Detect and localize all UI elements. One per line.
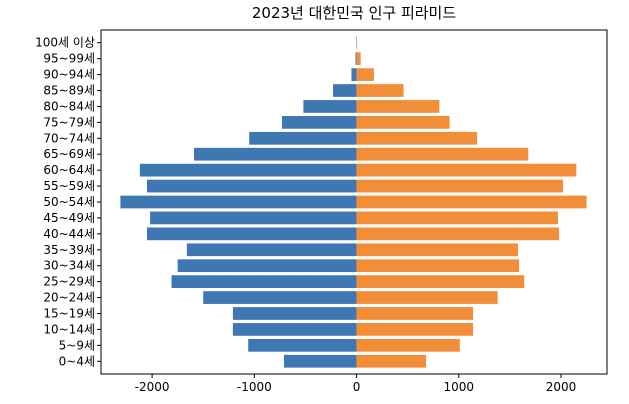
- bar-series-0-0: [283, 354, 357, 368]
- y-tick-label: 30~34세: [43, 259, 95, 273]
- bar-series-1-3: [356, 307, 474, 320]
- y-tick-label: 0~4세: [59, 354, 95, 368]
- y-tick-label: 20~24세: [43, 291, 95, 305]
- x-tick-label: 0: [353, 380, 361, 394]
- y-tick-label: 15~19세: [43, 306, 95, 320]
- bar-series-1-9: [356, 211, 558, 225]
- y-tick-label: 45~49세: [43, 211, 95, 225]
- x-tick-label: 2000: [546, 380, 577, 394]
- bar-series-1-4: [356, 291, 498, 304]
- bar-series-1-2: [356, 323, 474, 336]
- bar-series-1-0: [356, 354, 427, 368]
- y-tick-label: 95~99세: [43, 52, 95, 66]
- chart-title: 2023년 대한민국 인구 피라미드: [252, 4, 456, 22]
- y-tick-label: 35~39세: [43, 243, 95, 257]
- bar-series-1-15: [356, 116, 450, 129]
- bar-series-0-5: [171, 275, 357, 288]
- y-tick-label: 65~69세: [43, 147, 95, 161]
- y-tick-label: 100세 이상: [35, 36, 95, 50]
- y-tick-label: 25~29세: [43, 275, 95, 289]
- bar-series-0-17: [333, 84, 357, 97]
- y-tick-label: 50~54세: [43, 195, 95, 209]
- y-tick-label: 40~44세: [43, 227, 95, 241]
- bar-series-1-5: [356, 275, 525, 288]
- bar-series-0-14: [249, 131, 357, 145]
- bar-series-1-7: [356, 243, 519, 257]
- bar-series-0-16: [303, 100, 357, 113]
- bar-series-1-18: [356, 68, 374, 81]
- x-tick-label: -2000: [135, 380, 170, 394]
- bar-series-0-15: [281, 116, 357, 129]
- y-tick-label: 10~14세: [43, 322, 95, 336]
- y-tick-label: 80~84세: [43, 99, 95, 113]
- bar-series-0-4: [203, 291, 357, 304]
- bar-series-0-9: [150, 211, 357, 225]
- bar-series-0-18: [351, 68, 357, 81]
- bar-series-1-16: [356, 100, 440, 113]
- bar-series-0-19: [355, 52, 357, 66]
- bar-series-0-7: [186, 243, 357, 257]
- bar-series-0-3: [232, 307, 357, 320]
- bar-series-1-11: [356, 179, 564, 193]
- bar-series-1-10: [356, 195, 587, 209]
- bar-series-1-13: [356, 147, 529, 161]
- bar-series-0-12: [139, 163, 357, 177]
- bar-series-1-1: [356, 338, 460, 352]
- x-tick-label: -1000: [237, 380, 272, 394]
- bar-series-1-6: [356, 259, 520, 273]
- y-tick-label: 75~79세: [43, 115, 95, 129]
- bar-series-0-1: [248, 338, 357, 352]
- bar-series-1-19: [356, 52, 361, 66]
- y-tick-label: 5~9세: [59, 338, 95, 352]
- bar-series-0-2: [232, 323, 357, 336]
- bar-series-0-6: [177, 259, 357, 273]
- y-tick-label: 55~59세: [43, 179, 95, 193]
- y-tick-label: 70~74세: [43, 131, 95, 145]
- bar-series-1-14: [356, 131, 478, 145]
- bar-series-0-13: [194, 147, 357, 161]
- x-axis: -2000 -1000 0 1000 2000: [135, 374, 577, 394]
- y-tick-label: 90~94세: [43, 68, 95, 82]
- bar-series-1-17: [356, 84, 404, 97]
- bar-series-0-8: [147, 227, 357, 241]
- y-tick-label: 85~89세: [43, 84, 95, 98]
- bar-series-0-11: [147, 179, 357, 193]
- y-tick-label: 60~64세: [43, 163, 95, 177]
- bar-series-1-12: [356, 163, 577, 177]
- bars-group: [120, 36, 587, 368]
- bar-series-1-20: [356, 36, 358, 50]
- x-tick-label: 1000: [444, 380, 475, 394]
- bar-series-1-8: [356, 227, 559, 241]
- bar-series-0-10: [120, 195, 357, 209]
